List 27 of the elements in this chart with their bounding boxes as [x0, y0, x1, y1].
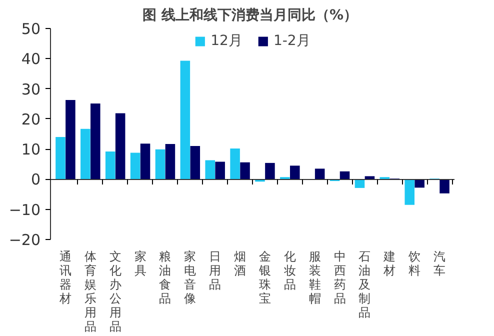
y-tick-label: 40 — [21, 50, 41, 68]
x-tick-label: 饮料 — [408, 250, 421, 278]
y-tick-label: 30 — [21, 80, 41, 98]
x-tick-label: 汽车 — [434, 250, 446, 278]
x-tick-label: 烟酒 — [234, 250, 246, 278]
x-tick-label: 文化办公用品 — [109, 250, 122, 334]
y-tick-label: −20 — [8, 231, 40, 249]
x-tick-label: 化妆品 — [284, 250, 296, 292]
legend-label: 12月 — [210, 32, 242, 50]
y-tick-label: 0 — [30, 170, 41, 189]
y-tick-label: −10 — [8, 200, 40, 219]
x-tick-label: 建材 — [382, 250, 396, 278]
x-tick-label: 石油及制品 — [358, 250, 371, 320]
y-tick-label: 50 — [21, 20, 41, 38]
x-tick-label: 体育娱乐用品 — [84, 250, 96, 334]
y-tick-label: 20 — [21, 110, 41, 128]
x-tick-label: 日用品 — [209, 250, 222, 292]
x-tick-label: 金银珠宝 — [258, 250, 271, 306]
y-tick-label: 10 — [21, 140, 41, 159]
x-tick-label: 服装鞋帽 — [308, 250, 321, 306]
legend-label: 1-2月 — [273, 32, 310, 50]
x-tick-label: 家电音像 — [184, 250, 196, 306]
x-tick-label: 通讯器材 — [58, 250, 72, 306]
x-tick-label: 家具 — [134, 250, 146, 278]
x-tick-label: 粮油食品 — [159, 250, 172, 306]
chart-title: 图 线上和线下消费当月同比（%） — [142, 8, 358, 24]
x-tick-label: 中西药品 — [334, 250, 346, 306]
